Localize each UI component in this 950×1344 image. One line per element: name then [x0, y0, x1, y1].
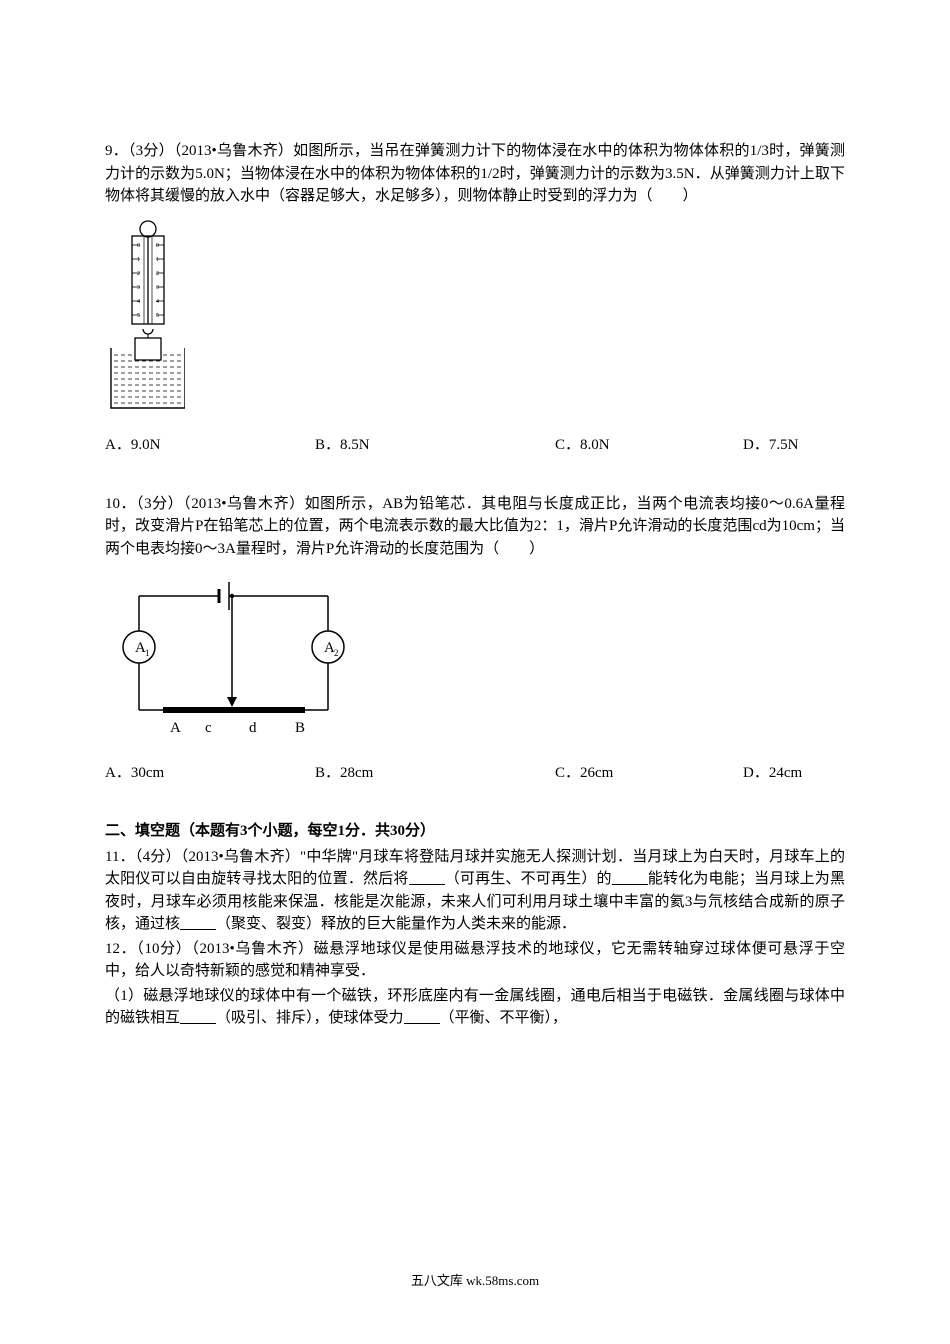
q10-option-d: D．24cm: [743, 762, 802, 785]
q12-blank-1: [180, 1009, 216, 1024]
q11-blank-2: [612, 870, 648, 885]
q10-figure: A1A2AcdB: [105, 570, 845, 748]
q11-mid1: （可再生、不可再生）的: [445, 871, 612, 887]
q10-option-c: C．26cm: [555, 762, 743, 785]
q10-options: A．30cm B．28cm C．26cm D．24cm: [105, 762, 845, 785]
q9-option-b: B．8.5N: [315, 434, 555, 457]
question-10: 10．（3分）（2013•乌鲁木齐）如图所示，AB为铅笔芯．其电阻与长度成正比，…: [105, 493, 845, 785]
svg-text:1: 1: [156, 257, 159, 263]
q10-circuit-diagram: A1A2AcdB: [105, 570, 365, 740]
svg-text:4: 4: [156, 299, 159, 305]
svg-text:4: 4: [137, 299, 140, 305]
q12-l1-post: （平衡、不平衡），: [440, 1010, 568, 1026]
svg-text:A: A: [170, 720, 181, 736]
q9-spring-scale-diagram: 0 0 1 1 2 2 3 3 4 4 5 5: [105, 218, 185, 413]
q9-option-d: D．7.5N: [743, 434, 798, 457]
q12-blank-2: [404, 1009, 440, 1024]
q9-options: A．9.0N B．8.5N C．8.0N D．7.5N: [105, 434, 845, 457]
svg-text:2: 2: [156, 271, 159, 277]
svg-text:2: 2: [334, 648, 339, 658]
q11-blank-1: [409, 870, 445, 885]
svg-text:c: c: [205, 720, 212, 736]
svg-text:1: 1: [145, 648, 150, 658]
q10-option-b: B．28cm: [315, 762, 555, 785]
q11-text: 11．（4分）（2013•乌鲁木齐）"中华牌"月球车将登陆月球并实施无人探测计划…: [105, 846, 845, 936]
q9-option-c: C．8.0N: [555, 434, 743, 457]
q10-text: 10．（3分）（2013•乌鲁木齐）如图所示，AB为铅笔芯．其电阻与长度成正比，…: [105, 493, 845, 561]
q9-text: 9．（3分）（2013•乌鲁木齐）如图所示，当吊在弹簧测力计下的物体浸在水中的体…: [105, 140, 845, 208]
svg-text:2: 2: [137, 271, 140, 277]
q12-line1: （1）磁悬浮地球仪的球体中有一个磁铁，环形底座内有一金属线圈，通电后相当于电磁铁…: [105, 985, 845, 1030]
q9-figure: 0 0 1 1 2 2 3 3 4 4 5 5: [105, 218, 845, 421]
question-9: 9．（3分）（2013•乌鲁木齐）如图所示，当吊在弹簧测力计下的物体浸在水中的体…: [105, 140, 845, 457]
question-11: 11．（4分）（2013•乌鲁木齐）"中华牌"月球车将登陆月球并实施无人探测计划…: [105, 846, 845, 936]
question-12: 12．（10分）（2013•乌鲁木齐）磁悬浮地球仪是使用磁悬浮技术的地球仪，它无…: [105, 938, 845, 1030]
section-2-heading: 二、填空题（本题有3个小题，每空1分．共30分）: [105, 820, 845, 843]
q12-intro: 12．（10分）（2013•乌鲁木齐）磁悬浮地球仪是使用磁悬浮技术的地球仪，它无…: [105, 938, 845, 983]
q11-blank-3: [180, 915, 216, 930]
svg-text:5: 5: [137, 313, 140, 319]
svg-text:B: B: [295, 720, 305, 736]
svg-text:3: 3: [137, 285, 140, 291]
q11-post: （聚变、裂变）释放的巨大能量作为人类未来的能源．: [216, 916, 576, 932]
svg-text:3: 3: [156, 285, 159, 291]
svg-text:1: 1: [137, 257, 140, 263]
svg-text:0: 0: [137, 243, 140, 249]
svg-text:5: 5: [156, 313, 159, 319]
q9-body: 9．（3分）（2013•乌鲁木齐）如图所示，当吊在弹簧测力计下的物体浸在水中的体…: [105, 140, 845, 208]
svg-text:d: d: [249, 720, 257, 736]
page-footer: 五八文库 wk.58ms.com: [0, 1271, 950, 1291]
q12-l1-mid: （吸引、排斥），使球体受力: [216, 1010, 404, 1026]
svg-text:0: 0: [156, 243, 159, 249]
q10-body: 10．（3分）（2013•乌鲁木齐）如图所示，AB为铅笔芯．其电阻与长度成正比，…: [105, 493, 845, 561]
q9-option-a: A．9.0N: [105, 434, 315, 457]
q10-option-a: A．30cm: [105, 762, 315, 785]
